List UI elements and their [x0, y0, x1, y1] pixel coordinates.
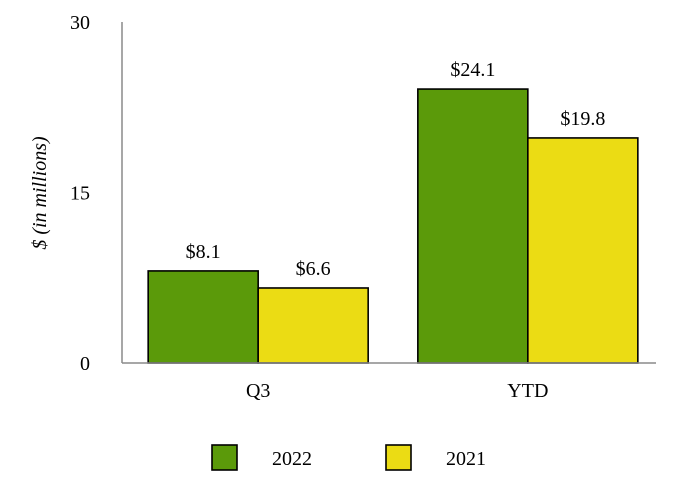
- x-category-label: Q3: [246, 380, 270, 402]
- bar-2022-q3: [147, 270, 259, 364]
- bars-group: [147, 88, 639, 364]
- data-label: $24.1: [450, 59, 495, 81]
- data-label: $19.8: [560, 108, 605, 130]
- legend: 2022 2021: [211, 444, 486, 471]
- x-axis-categories: Q3 YTD: [246, 380, 548, 402]
- y-tick-label: 0: [80, 353, 90, 375]
- data-label: $6.6: [296, 258, 331, 280]
- axes-group: [121, 22, 656, 364]
- data-labels: $8.1 $6.6 $24.1 $19.8: [186, 59, 606, 280]
- legend-label: 2021: [446, 448, 486, 470]
- data-label: $8.1: [186, 241, 221, 263]
- y-axis-label: $ (in millions): [29, 136, 51, 250]
- legend-label: 2022: [272, 448, 312, 470]
- bar-2021-ytd: [527, 137, 639, 364]
- bar-2021-q3: [257, 287, 369, 364]
- y-axis-ticks: 0 15 30: [70, 12, 90, 375]
- legend-swatch-2021: [385, 444, 412, 471]
- legend-swatch-2022: [211, 444, 238, 471]
- y-tick-label: 15: [70, 183, 90, 205]
- bar-2022-ytd: [417, 88, 529, 364]
- x-category-label: YTD: [507, 380, 548, 402]
- y-tick-label: 30: [70, 12, 90, 34]
